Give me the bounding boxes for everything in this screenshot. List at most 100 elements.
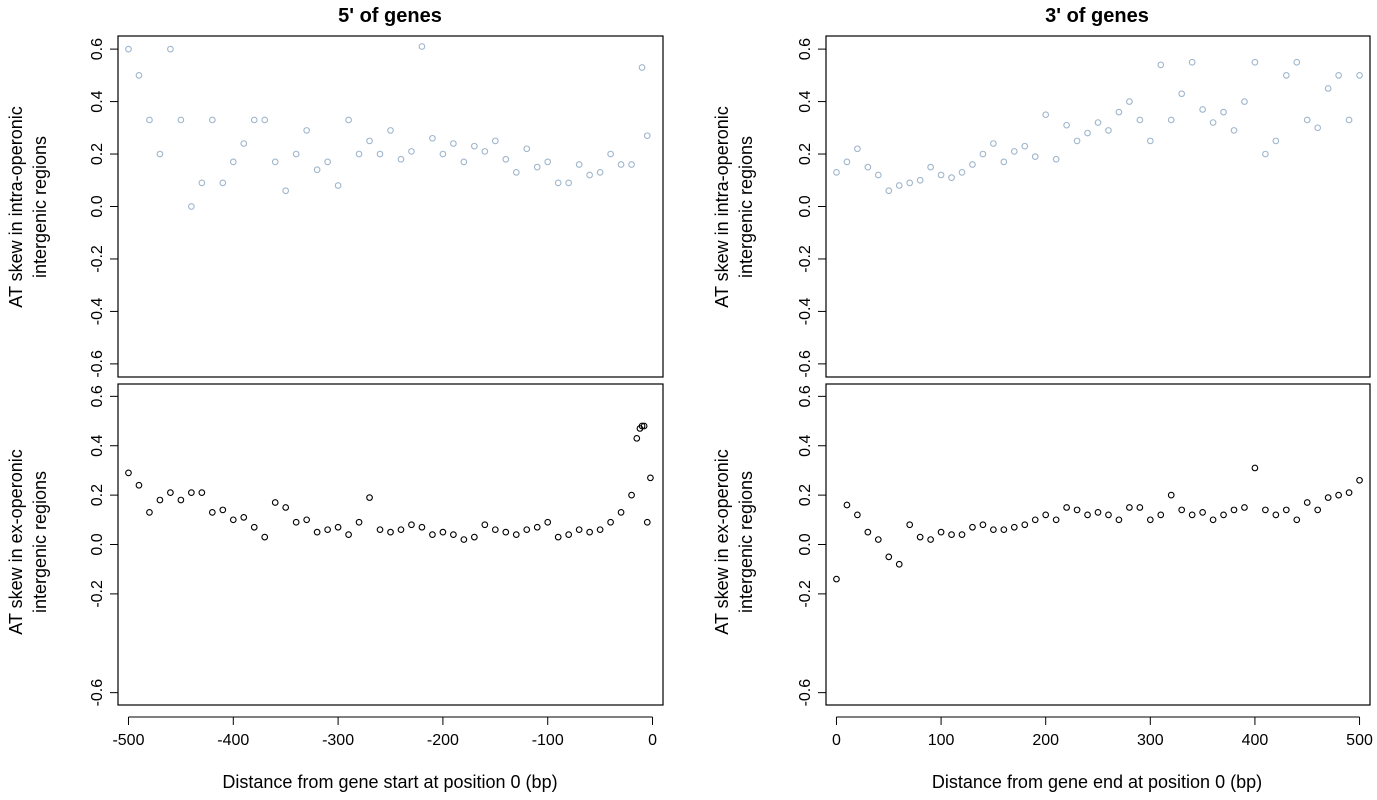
data-point bbox=[125, 45, 132, 53]
data-point bbox=[470, 142, 478, 150]
data-point bbox=[470, 533, 478, 541]
data-point bbox=[969, 523, 976, 531]
data-point bbox=[1073, 506, 1081, 514]
data-point bbox=[874, 536, 882, 543]
data-point bbox=[491, 526, 499, 534]
ylabel-right-top: AT skew in intra-operonic intergenic reg… bbox=[712, 106, 756, 307]
y-tick-label: 0.2 bbox=[89, 143, 106, 165]
data-point bbox=[1303, 116, 1311, 124]
data-point bbox=[1178, 506, 1186, 514]
data-point bbox=[1188, 58, 1196, 66]
data-point bbox=[282, 504, 290, 511]
data-point bbox=[1209, 119, 1217, 126]
data-point bbox=[969, 161, 976, 168]
data-point bbox=[927, 163, 934, 171]
data-point bbox=[1157, 61, 1165, 69]
data-point bbox=[1136, 116, 1144, 124]
data-point bbox=[833, 169, 840, 176]
data-point bbox=[1220, 511, 1227, 519]
y-tick-label: 0.6 bbox=[797, 385, 814, 407]
title-5prime: 5' of genes bbox=[338, 5, 442, 27]
data-point bbox=[554, 179, 562, 187]
plot-frame bbox=[117, 383, 664, 706]
ylabel-right-bottom-line1: AT skew in ex-operonic bbox=[712, 449, 732, 634]
data-point bbox=[628, 491, 635, 499]
data-point bbox=[188, 489, 195, 496]
data-point bbox=[864, 163, 872, 171]
data-point bbox=[198, 179, 206, 187]
data-point bbox=[628, 161, 635, 168]
data-point bbox=[387, 127, 394, 134]
data-point bbox=[1303, 499, 1311, 506]
y-tick-label: -0.2 bbox=[797, 245, 814, 273]
data-point bbox=[979, 521, 987, 529]
data-point bbox=[1199, 509, 1206, 516]
data-point bbox=[271, 499, 279, 506]
data-point bbox=[366, 494, 373, 501]
y-tick-label: -0.4 bbox=[797, 298, 814, 326]
data-point bbox=[895, 560, 903, 568]
data-point bbox=[833, 575, 840, 583]
data-point bbox=[1209, 516, 1217, 524]
y-tick-label: 0.4 bbox=[797, 90, 814, 112]
data-point bbox=[854, 145, 861, 153]
data-point bbox=[334, 182, 342, 189]
data-point bbox=[1094, 509, 1102, 516]
data-point bbox=[1251, 464, 1259, 472]
x-tick-label: 0 bbox=[832, 732, 841, 749]
panel-1: -0.6 -0.4 -0.2 0.0 0.2 0.4 0.6 bbox=[89, 35, 664, 378]
data-point bbox=[1021, 521, 1029, 529]
data-point bbox=[1241, 504, 1248, 511]
data-point bbox=[1010, 148, 1018, 155]
xlabel-5prime: Distance from gene start at position 0 (… bbox=[222, 772, 557, 792]
data-point bbox=[1126, 504, 1133, 511]
data-point bbox=[1105, 127, 1112, 134]
data-point bbox=[937, 528, 945, 536]
data-point bbox=[208, 116, 216, 124]
plot-frame bbox=[825, 383, 1371, 706]
data-point bbox=[1042, 111, 1050, 119]
data-point bbox=[219, 179, 227, 187]
data-point bbox=[533, 523, 541, 531]
data-point bbox=[916, 176, 924, 184]
x-tick-label: -200 bbox=[427, 732, 459, 749]
data-point bbox=[250, 116, 258, 124]
data-point bbox=[1063, 504, 1070, 511]
data-point bbox=[429, 134, 436, 142]
y-tick-label: -0.6 bbox=[797, 679, 814, 707]
data-point bbox=[397, 526, 405, 534]
data-point bbox=[1115, 516, 1123, 524]
data-point bbox=[502, 528, 510, 536]
data-point bbox=[313, 528, 321, 536]
data-point bbox=[1042, 511, 1050, 519]
data-point bbox=[345, 531, 352, 538]
data-point bbox=[512, 169, 520, 176]
y-tick-label: 0.6 bbox=[89, 38, 106, 60]
data-point bbox=[885, 187, 893, 195]
data-point bbox=[1335, 71, 1342, 79]
ylabel-left-top-line2: intergenic regions bbox=[30, 136, 50, 278]
data-point bbox=[334, 523, 342, 531]
data-point bbox=[617, 161, 625, 168]
ylabel-left-top-line1: AT skew in intra-operonic bbox=[6, 106, 26, 307]
y-tick-label: -0.2 bbox=[89, 245, 106, 273]
data-point bbox=[177, 496, 185, 504]
data-point bbox=[324, 158, 331, 166]
title-3prime: 3' of genes bbox=[1045, 5, 1149, 27]
ylabel-left-bottom: AT skew in ex-operonic intergenic region… bbox=[6, 449, 50, 634]
data-point bbox=[638, 64, 646, 71]
data-point bbox=[303, 516, 311, 524]
data-point bbox=[565, 531, 573, 538]
data-point bbox=[1157, 511, 1165, 519]
y-tick-label: 0.2 bbox=[797, 484, 814, 506]
data-point bbox=[1084, 129, 1091, 137]
y-tick-label: -0.6 bbox=[89, 679, 106, 707]
data-point bbox=[439, 150, 447, 158]
y-tick-label: -0.2 bbox=[797, 580, 814, 608]
x-tick-label: -100 bbox=[532, 732, 564, 749]
data-point bbox=[1230, 127, 1238, 134]
data-point bbox=[633, 434, 641, 442]
data-point bbox=[1324, 494, 1332, 501]
data-point bbox=[990, 140, 997, 147]
plot-frame bbox=[825, 35, 1371, 378]
